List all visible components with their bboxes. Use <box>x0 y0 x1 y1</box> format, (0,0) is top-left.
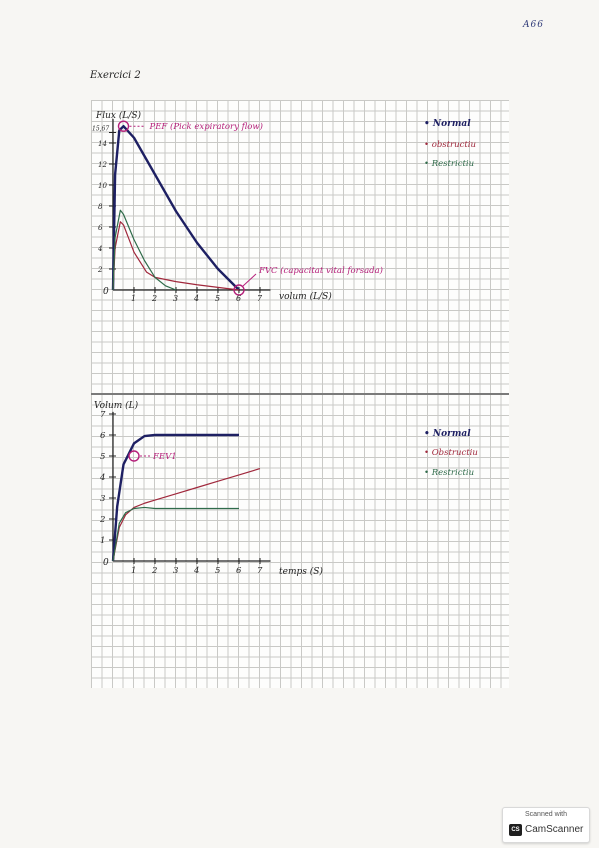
series-line-0 <box>111 124 240 291</box>
pef-annotation: PEF (Pick expiratory flow) <box>149 121 263 132</box>
x-tick-label: 2 <box>151 294 157 303</box>
origin-label: 0 <box>103 558 109 568</box>
y-tick-label: 10 <box>98 182 107 190</box>
x-tick-label: 1 <box>131 566 136 576</box>
pef-marker <box>117 120 130 132</box>
y-tick-label: 1 <box>100 536 105 546</box>
series-line-1 <box>112 221 240 291</box>
series-line-2 <box>112 506 239 562</box>
x-tick-label: 7 <box>257 566 263 576</box>
legend-obstructive: • Obstructiu <box>424 448 478 458</box>
scanner-brand: CamScanner <box>525 824 584 835</box>
scanner-label: Scanned with <box>524 811 568 818</box>
fvc-annotation: FVC (capacitat vital forsada) <box>258 265 383 276</box>
y-axis-label: Flux (L/S) <box>95 110 142 121</box>
legend-restrictive: • Restrictiu <box>424 159 474 169</box>
y-tick-label: 6 <box>100 431 106 441</box>
x-tick-label: 6 <box>236 566 242 576</box>
x-tick-label: 7 <box>257 294 263 303</box>
x-axis-label: volum (L/S) <box>279 291 332 302</box>
legend-normal: • Normal <box>424 119 471 129</box>
y-tick-label: 4 <box>99 473 105 483</box>
fev1-marker <box>128 450 140 462</box>
camscanner-logo-icon: CS <box>509 824 522 836</box>
x-tick-label: 1 <box>131 294 136 303</box>
x-tick-label: 3 <box>173 566 178 576</box>
legend-normal: • Normal <box>424 429 471 439</box>
x-tick-label: 3 <box>173 294 178 303</box>
x-tick-label: 4 <box>193 566 199 576</box>
y-tick-label: 6 <box>98 224 103 232</box>
series-line-1 <box>112 468 261 562</box>
series-line-0 <box>111 433 239 562</box>
y-tick-label: 2 <box>97 266 103 274</box>
fold-line <box>91 393 509 395</box>
x-tick-label: 6 <box>236 294 241 303</box>
y-tick-label: 5 <box>100 452 105 462</box>
scanner-badge: Scanned with CS CamScanner <box>502 807 590 843</box>
page-id: A66 <box>523 20 544 30</box>
x-axis-label: temps (S) <box>279 566 323 577</box>
origin-label: 0 <box>103 287 109 297</box>
y-tick-label: 14 <box>98 140 107 148</box>
fev1-annotation: FEV1 <box>152 452 177 462</box>
x-tick-label: 4 <box>193 294 199 303</box>
x-tick-label: 5 <box>215 294 220 303</box>
x-tick-label: 5 <box>215 566 220 576</box>
exercise-title: Exercici 2 <box>90 70 141 81</box>
x-tick-label: 2 <box>151 566 157 576</box>
fvc-marker <box>233 284 245 296</box>
y-tick-label: 4 <box>97 245 102 253</box>
series-line-2 <box>112 209 177 291</box>
y-tick-label: 8 <box>98 203 103 211</box>
y-tick-label: 15,67 <box>92 125 109 132</box>
legend-restrictive: • Restrictiu <box>424 468 474 478</box>
y-tick-label: 3 <box>100 494 105 504</box>
legend-obstructive: • obstructiu <box>424 140 476 150</box>
y-tick-label: 12 <box>98 161 107 169</box>
y-tick-label: 2 <box>99 515 105 525</box>
y-tick-label: 7 <box>100 410 106 420</box>
y-axis-label: Volum (L) <box>94 400 139 411</box>
fvc-pointer <box>242 273 257 287</box>
